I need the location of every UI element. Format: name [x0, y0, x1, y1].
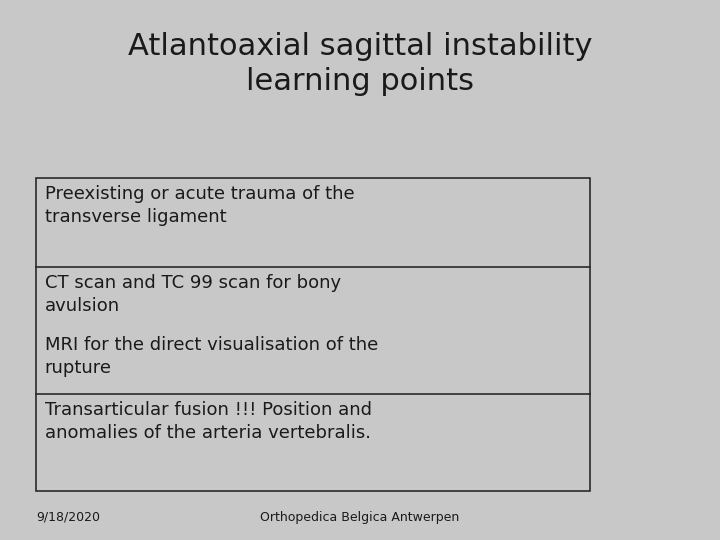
Text: Orthopedica Belgica Antwerpen: Orthopedica Belgica Antwerpen — [261, 511, 459, 524]
Text: MRI for the direct visualisation of the
rupture: MRI for the direct visualisation of the … — [45, 336, 378, 377]
Text: Atlantoaxial sagittal instability
learning points: Atlantoaxial sagittal instability learni… — [127, 32, 593, 96]
Text: CT scan and TC 99 scan for bony
avulsion: CT scan and TC 99 scan for bony avulsion — [45, 274, 341, 315]
Bar — [36, 178, 590, 491]
Text: 9/18/2020: 9/18/2020 — [36, 511, 100, 524]
Text: Transarticular fusion !!! Position and
anomalies of the arteria vertebralis.: Transarticular fusion !!! Position and a… — [45, 401, 372, 442]
Text: Preexisting or acute trauma of the
transverse ligament: Preexisting or acute trauma of the trans… — [45, 185, 354, 226]
